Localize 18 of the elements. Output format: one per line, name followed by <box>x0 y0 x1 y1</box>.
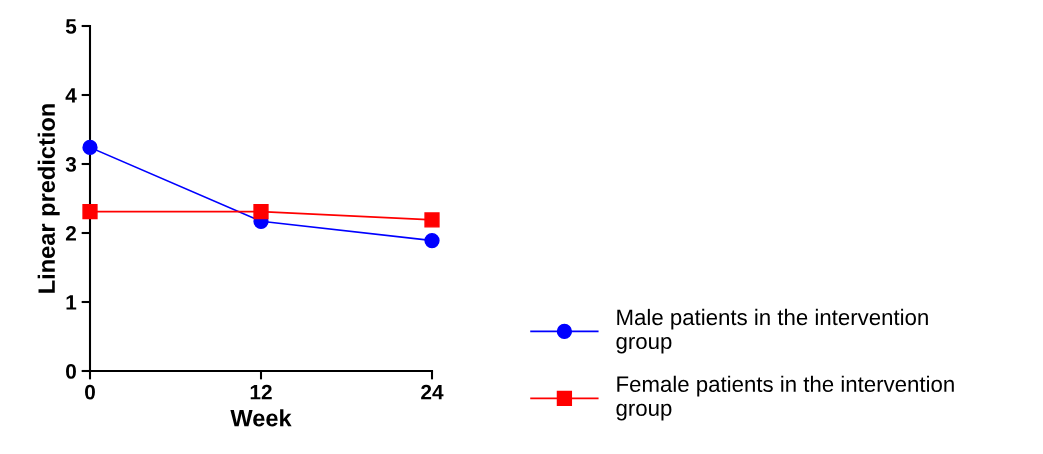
x-tick-label: 0 <box>85 384 95 400</box>
y-tick-label: 4 <box>65 88 77 103</box>
y-axis-title: Linear prediction <box>37 104 60 293</box>
point <box>424 232 440 249</box>
legend-label: Female patients in the intervention group <box>616 375 954 421</box>
y-tick-label: 5 <box>65 19 77 34</box>
y-tick-label: 1 <box>66 295 77 310</box>
x-tick-label: 24 <box>421 384 444 400</box>
point <box>82 139 98 156</box>
y-tick-label: 3 <box>65 157 77 172</box>
point <box>424 212 440 228</box>
legend-label: Male patients in the intervention group <box>616 308 928 354</box>
y-tick-label: 0 <box>66 364 76 379</box>
point <box>82 203 98 220</box>
x-axis-title: Week <box>230 409 292 427</box>
point <box>253 203 269 220</box>
x-tick-label: 12 <box>250 384 272 400</box>
y-tick-label: 2 <box>65 226 76 241</box>
